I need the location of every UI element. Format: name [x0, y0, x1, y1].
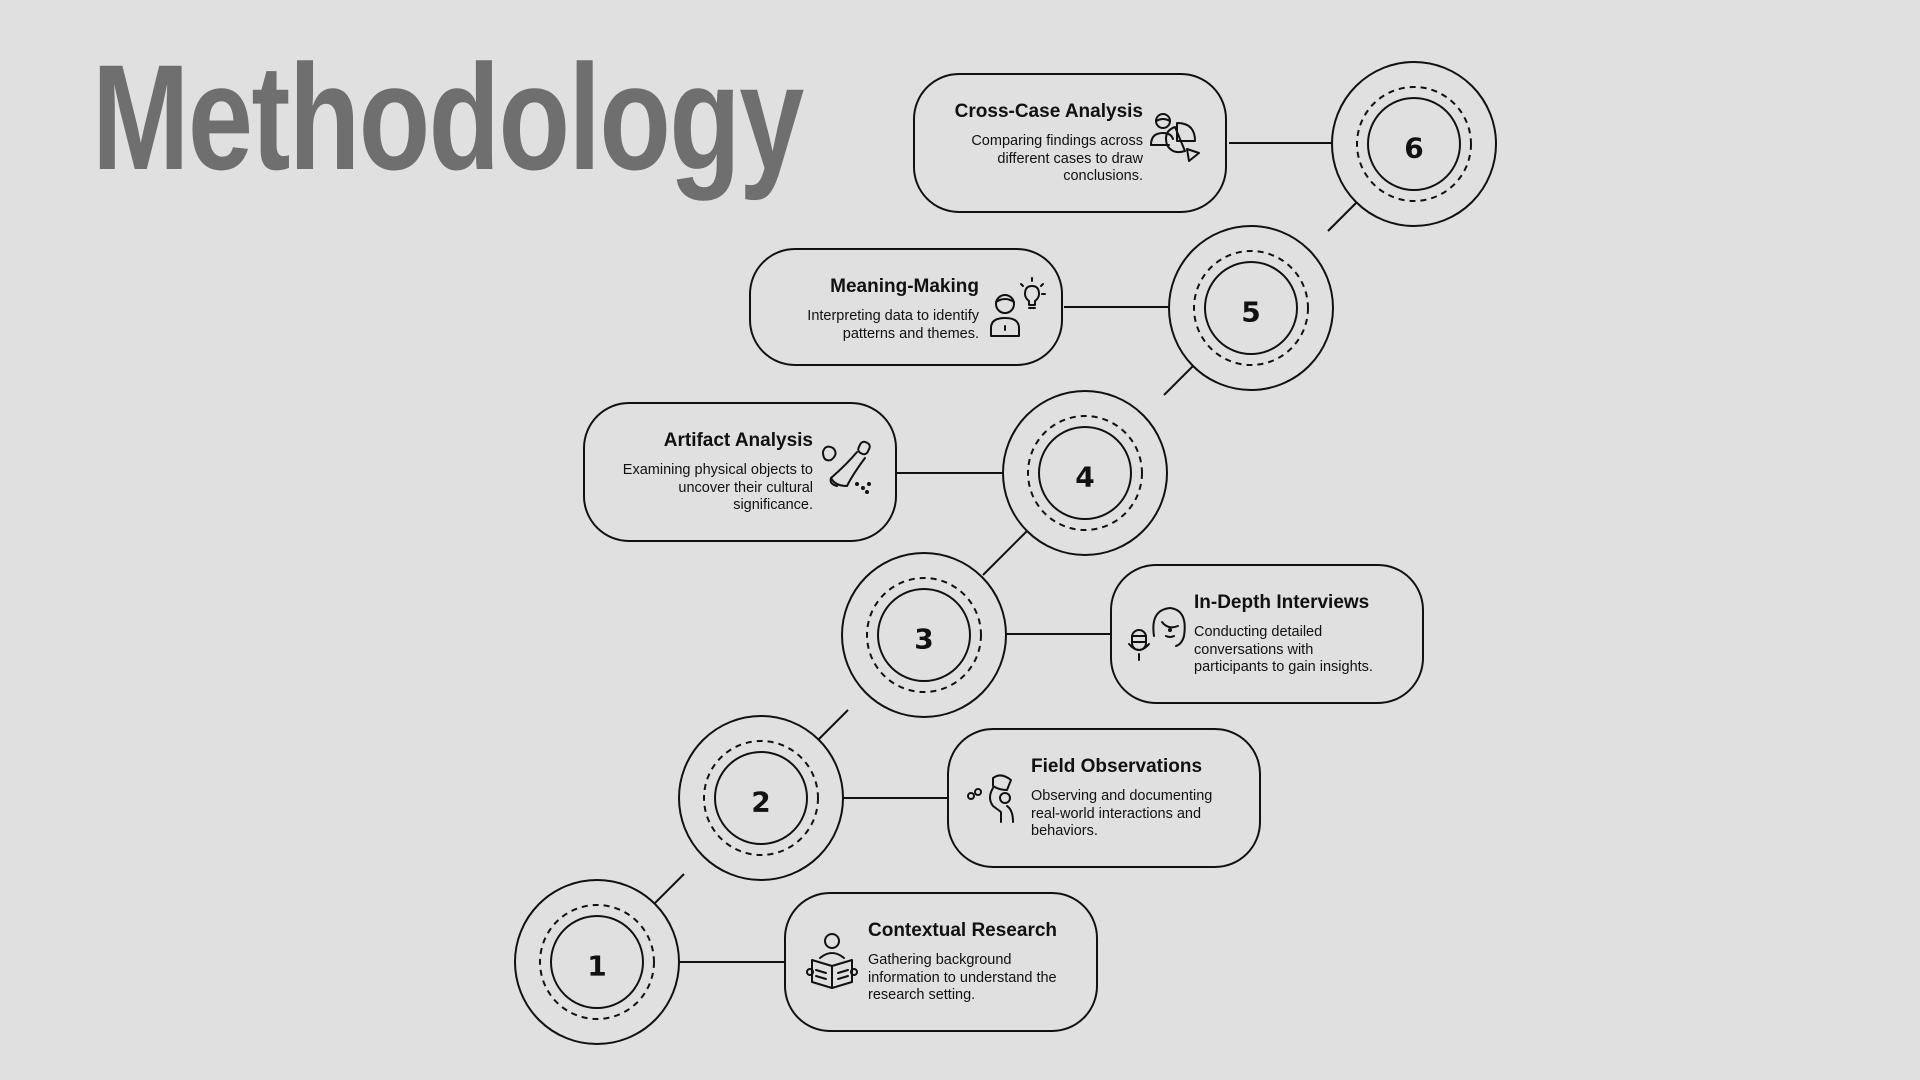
step-3-number: 3	[914, 623, 933, 656]
person-lightbulb-icon	[990, 277, 1046, 337]
step-1-title: Contextual Research	[868, 920, 1058, 941]
step-2-title: Field Observations	[1031, 756, 1203, 777]
step-3-title: In-Depth Interviews	[1194, 592, 1370, 613]
observer-icon	[967, 774, 1014, 823]
step-3-description: Conducting detailed conversations with p…	[1194, 624, 1373, 675]
step-1-card: Contextual Research Gathering background…	[784, 892, 1098, 1032]
book-reader-icon	[806, 933, 858, 989]
step-6-card: Cross-Case Analysis Comparing findings a…	[913, 73, 1227, 213]
step-3-circle: 3	[841, 552, 1007, 718]
interview-microphone-icon	[1128, 607, 1186, 661]
step-1-number: 1	[587, 950, 606, 983]
step-6-title: Cross-Case Analysis	[954, 101, 1143, 122]
step-6-circle: 6	[1331, 61, 1497, 227]
step-5-number: 5	[1241, 296, 1260, 329]
step-3-card: In-Depth Interviews Conducting detailed …	[1110, 564, 1424, 704]
link-3-4	[982, 530, 1028, 576]
excavation-brush-icon	[822, 440, 871, 494]
step-4-number: 4	[1075, 461, 1094, 494]
step-2-number: 2	[751, 786, 770, 819]
step-5-circle: 5	[1168, 225, 1334, 391]
step-5-description: Interpreting data to identify patterns a…	[807, 308, 979, 342]
step-5-title: Meaning-Making	[830, 276, 979, 297]
link-1-2	[654, 873, 685, 904]
step-4-card: Artifact Analysis Examining physical obj…	[583, 402, 897, 542]
step-1-circle: 1	[514, 879, 680, 1045]
step-2-circle: 2	[678, 715, 844, 881]
step-6-description: Comparing findings across different case…	[971, 133, 1143, 184]
step-4-circle: 4	[1002, 390, 1168, 556]
step-6-number: 6	[1404, 132, 1423, 165]
step-2-card: Field Observations Observing and documen…	[947, 728, 1261, 868]
page-title: Methodology	[92, 33, 804, 201]
step-1-description: Gathering background information to unde…	[868, 952, 1057, 1003]
person-pie-chart-icon	[1150, 113, 1200, 162]
step-5-card: Meaning-Making Interpreting data to iden…	[749, 248, 1063, 366]
link-4-5	[1163, 365, 1194, 396]
step-4-description: Examining physical objects to uncover th…	[622, 462, 813, 513]
step-4-title: Artifact Analysis	[663, 430, 813, 451]
link-5-6	[1327, 201, 1358, 232]
step-2-description: Observing and documenting real-world int…	[1031, 788, 1213, 839]
link-2-3	[818, 709, 849, 740]
